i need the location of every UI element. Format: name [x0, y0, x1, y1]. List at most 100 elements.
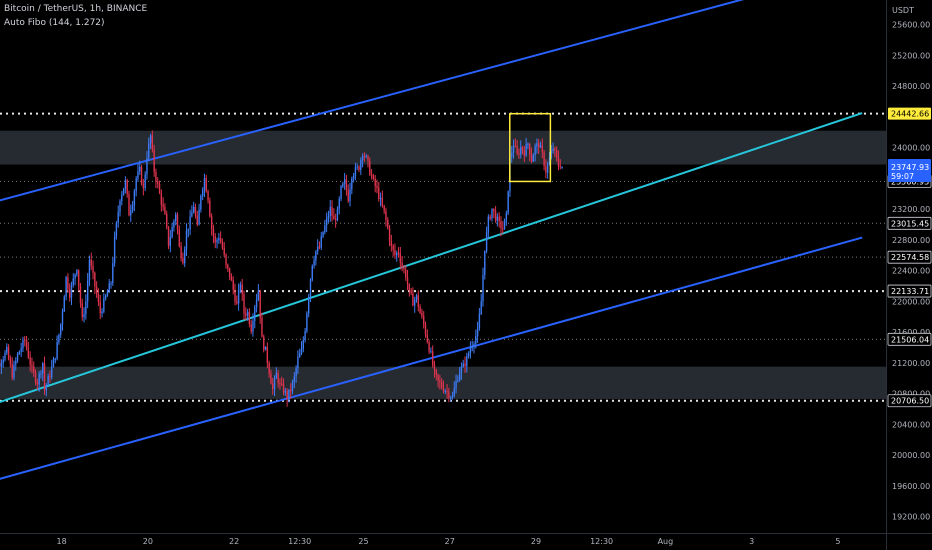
candle-body	[230, 276, 233, 281]
candle-body	[437, 374, 439, 381]
candle-body	[378, 187, 380, 200]
indicator-legend[interactable]: Auto Fibo (144, 1.272)	[4, 18, 105, 28]
candle-body	[347, 190, 349, 202]
candle-body	[388, 227, 391, 241]
candle-body	[270, 373, 272, 384]
candle-body	[239, 284, 242, 290]
candle-body	[304, 331, 306, 341]
candle-body	[139, 166, 141, 172]
candle-body	[527, 144, 529, 146]
y-tick-label: 20000.00	[892, 451, 930, 460]
candle-body	[406, 277, 409, 285]
y-tick-label: 21200.00	[892, 359, 930, 368]
candle-body	[51, 366, 53, 378]
candle-body	[126, 180, 128, 195]
candle-body	[36, 382, 39, 385]
candle-body	[0, 363, 3, 367]
price-tag-label: 23015.45	[891, 219, 929, 228]
y-tick-label: 22000.00	[892, 297, 930, 306]
candle-body	[507, 191, 509, 214]
candle-body	[144, 174, 146, 189]
candle-body	[95, 286, 98, 295]
candle-body	[297, 356, 299, 369]
symbol-legend[interactable]: Bitcoin / TetherUS, 1h, BINANCE	[4, 4, 148, 14]
candle-body	[261, 317, 263, 337]
plot-area	[0, 0, 886, 480]
candle-body	[13, 364, 15, 378]
candle-body	[142, 183, 145, 189]
candle-body	[435, 370, 437, 375]
candle-body	[367, 156, 369, 161]
x-tick-label: Aug	[658, 537, 674, 546]
candle-body	[302, 340, 304, 349]
candle-body	[61, 311, 64, 325]
candle-body	[448, 391, 450, 398]
candles	[0, 130, 563, 407]
candle-body	[433, 364, 436, 371]
candle-body	[286, 391, 288, 400]
price-tag-label: 22133.71	[891, 287, 929, 296]
candle-body	[554, 148, 556, 150]
candle-body	[469, 348, 472, 354]
candle-body	[442, 387, 445, 392]
candle-body	[112, 263, 114, 284]
candle-body	[354, 167, 357, 176]
candle-body	[86, 280, 89, 302]
candle-body	[403, 267, 405, 270]
candle-body	[385, 210, 387, 220]
candle-body	[545, 166, 547, 173]
candle-body	[153, 149, 155, 173]
candle-body	[394, 249, 396, 256]
candle-body	[405, 269, 407, 278]
candle-body	[372, 175, 375, 179]
candle-body	[223, 247, 225, 255]
candle-body	[309, 279, 312, 297]
x-tick-label: 3	[749, 537, 754, 546]
candle-body	[360, 160, 362, 171]
candle-body	[216, 240, 218, 243]
candle-body	[227, 264, 229, 269]
candle-body	[559, 166, 561, 168]
candle-body	[182, 257, 184, 264]
candle-body	[329, 206, 331, 217]
candle-body	[151, 135, 154, 150]
candle-body	[117, 212, 119, 223]
price-tag	[887, 284, 932, 298]
candle-body	[334, 218, 337, 221]
candle-body	[205, 178, 207, 192]
candle-body	[74, 274, 76, 279]
candle-body	[487, 216, 490, 232]
candle-body	[552, 148, 554, 152]
candle-body	[130, 210, 132, 216]
candle-body	[379, 197, 382, 200]
candle-body	[54, 358, 57, 360]
candle-body	[79, 286, 82, 304]
candle-body	[88, 259, 91, 281]
candle-body	[225, 254, 227, 265]
candle-body	[40, 373, 42, 375]
candle-body	[444, 390, 446, 392]
candle-body	[250, 324, 252, 332]
candle-body	[331, 206, 333, 216]
candle-body	[268, 363, 270, 374]
y-tick-label: 19600.00	[892, 482, 930, 491]
candle-body	[502, 228, 504, 230]
candle-body	[333, 215, 335, 219]
candle-body	[207, 191, 209, 201]
candle-body	[369, 160, 371, 175]
price-tag	[887, 394, 932, 408]
candle-body	[491, 209, 493, 219]
candle-body	[33, 366, 35, 373]
candle-body	[498, 216, 500, 222]
y-tick-label: 19200.00	[892, 513, 930, 522]
candle-body	[529, 144, 531, 155]
candle-body	[273, 378, 276, 390]
x-tick-label: 18	[57, 537, 67, 546]
candle-body	[512, 145, 515, 153]
candle-body	[342, 183, 344, 187]
candle-body	[412, 293, 414, 306]
candle-body	[315, 251, 317, 261]
x-tick-label: 27	[445, 537, 455, 546]
candle-body	[131, 205, 134, 211]
